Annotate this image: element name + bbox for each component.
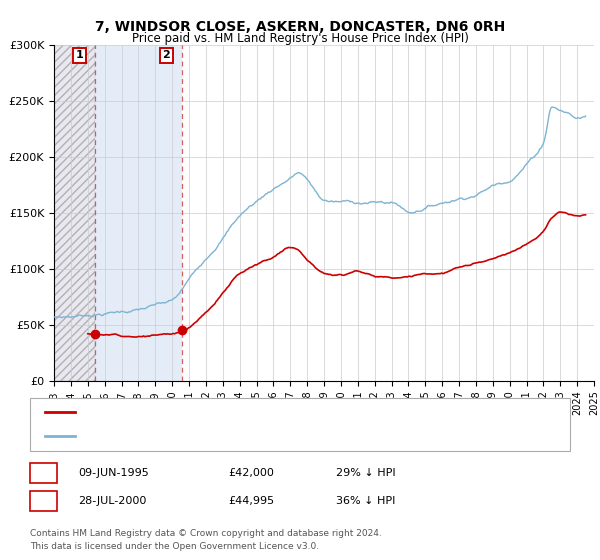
Text: 09-JUN-1995: 09-JUN-1995: [78, 468, 149, 478]
Bar: [95, 45, 182, 381]
Text: HPI: Average price, detached house, Doncaster: HPI: Average price, detached house, Donc…: [81, 431, 328, 441]
Text: Contains HM Land Registry data © Crown copyright and database right 2024.
This d: Contains HM Land Registry data © Crown c…: [30, 529, 382, 550]
Text: £42,000: £42,000: [228, 468, 274, 478]
Text: Price paid vs. HM Land Registry's House Price Index (HPI): Price paid vs. HM Land Registry's House …: [131, 32, 469, 45]
Text: £44,995: £44,995: [228, 496, 274, 506]
Text: 7, WINDSOR CLOSE, ASKERN, DONCASTER, DN6 0RH (detached house): 7, WINDSOR CLOSE, ASKERN, DONCASTER, DN6…: [81, 408, 451, 418]
Text: 28-JUL-2000: 28-JUL-2000: [78, 496, 146, 506]
Text: 36% ↓ HPI: 36% ↓ HPI: [336, 496, 395, 506]
Text: 1: 1: [40, 468, 47, 478]
Text: 29% ↓ HPI: 29% ↓ HPI: [336, 468, 395, 478]
Text: 2: 2: [163, 50, 170, 60]
Bar: [54, 45, 95, 381]
Text: 2: 2: [40, 496, 47, 506]
Text: 1: 1: [76, 50, 83, 60]
Text: 7, WINDSOR CLOSE, ASKERN, DONCASTER, DN6 0RH: 7, WINDSOR CLOSE, ASKERN, DONCASTER, DN6…: [95, 20, 505, 34]
